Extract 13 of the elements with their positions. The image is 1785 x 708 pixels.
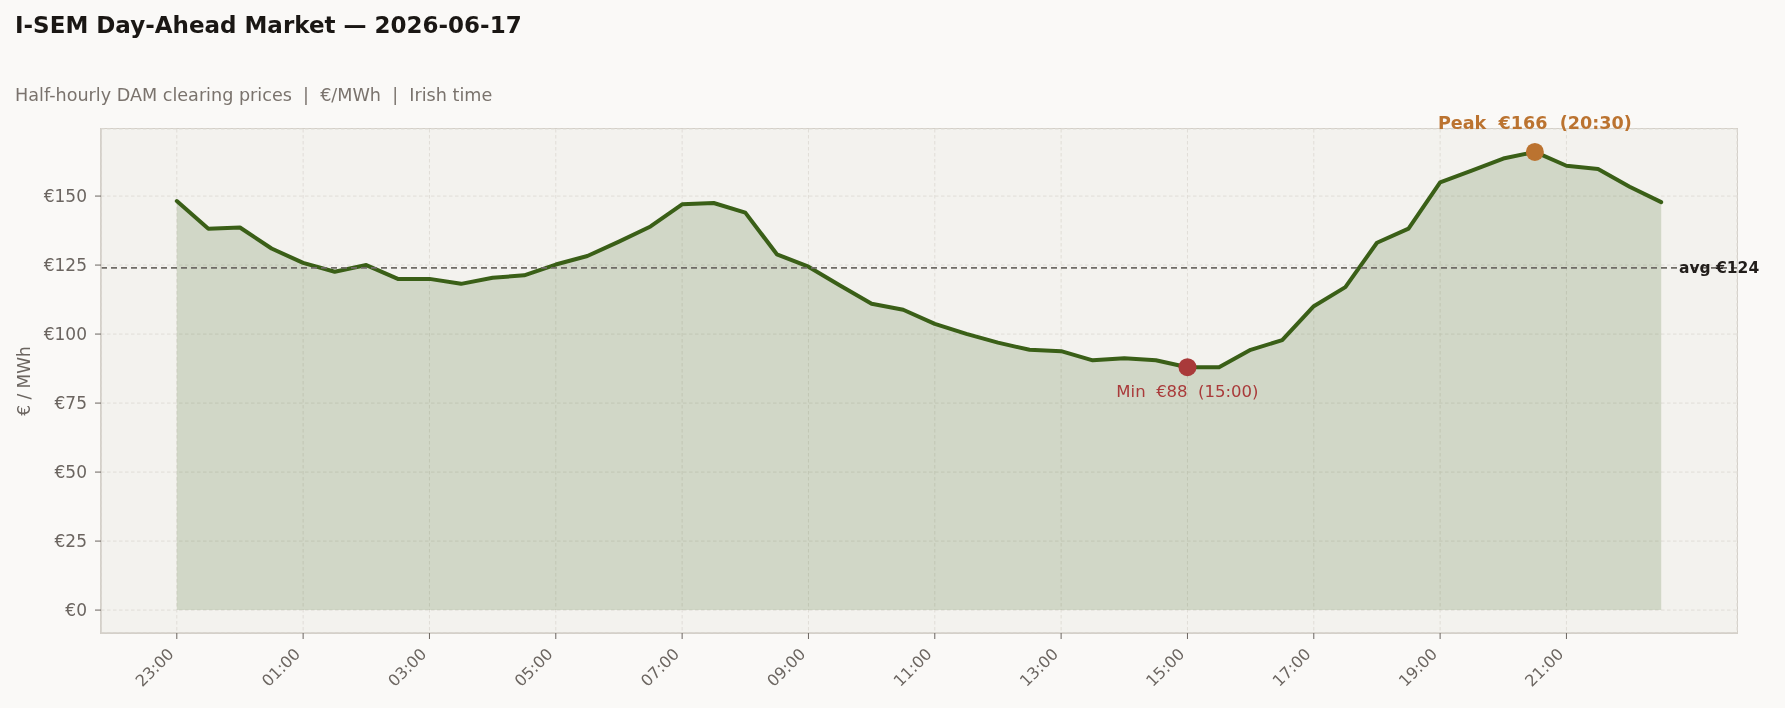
y-tick-label: €75 xyxy=(54,393,87,414)
ref-line-label: avg €124 xyxy=(1679,258,1760,277)
chart-subtitle: Half-hourly DAM clearing prices | €/MWh | Irish time xyxy=(15,85,493,105)
y-tick-label: €25 xyxy=(54,531,87,552)
y-axis-title: € / MWh xyxy=(14,346,34,416)
annotation: Peak €166 (20:30) xyxy=(1437,112,1632,133)
y-tick-label: €0 xyxy=(65,600,87,621)
y-tick-label: €150 xyxy=(43,186,87,207)
chart-title: I-SEM Day-Ahead Market — 2026-06-17 xyxy=(15,12,522,38)
y-tick-label: €50 xyxy=(54,462,87,483)
y-tick-label: €125 xyxy=(43,255,87,276)
annotation: Min €88 (15:00) xyxy=(1116,381,1259,401)
y-tick-label: €100 xyxy=(43,324,87,345)
